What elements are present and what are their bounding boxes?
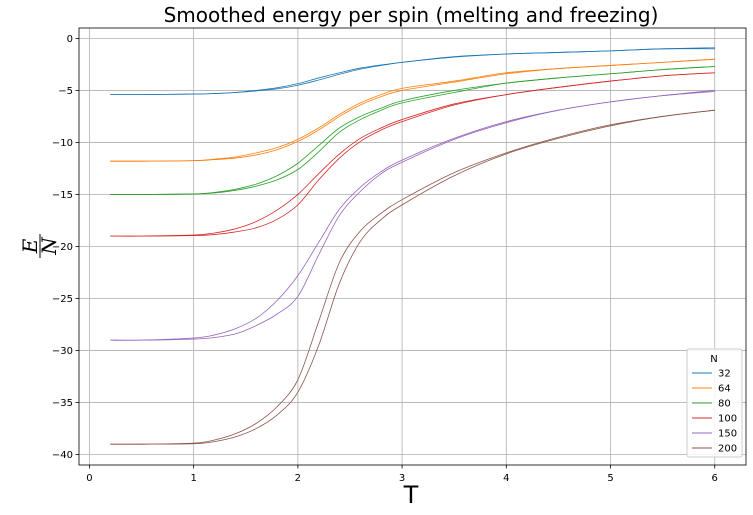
series-100-freezing-line	[110, 72, 715, 237]
legend-entry: 200	[692, 444, 737, 455]
legend-label: 150	[718, 429, 737, 440]
y-tick-label: −30	[52, 346, 73, 357]
y-tick-label: 0	[67, 34, 73, 45]
x-axis-label: T	[403, 481, 419, 509]
legend-entry: 100	[692, 414, 737, 425]
x-tick-label: 0	[86, 473, 92, 484]
y-tick-label: −40	[52, 450, 73, 461]
series-32	[110, 47, 715, 96]
x-tick-label: 2	[295, 473, 301, 484]
legend-entry: 80	[692, 399, 731, 410]
y-tick-label: −5	[58, 86, 73, 97]
x-tick-label: 4	[503, 473, 509, 484]
series-200-freezing-line	[110, 109, 715, 445]
legend-entry: 150	[692, 429, 737, 440]
y-axis-label: E N	[18, 234, 61, 258]
series-lines	[110, 47, 715, 445]
legend: N 32 64 80 100 150 200	[686, 348, 743, 458]
legend-entry: 64	[692, 384, 731, 395]
y-tick-label: −10	[52, 138, 73, 149]
series-150-freezing-line	[110, 90, 715, 341]
series-100	[110, 72, 715, 237]
y-axis-label-numerator: E	[18, 238, 42, 254]
axis-ticks: 0 1 2 3 4 5 6 0 −5 −10 −15 −20 −25 −30 −35 −40	[52, 34, 718, 484]
legend-label: 200	[718, 444, 737, 455]
legend-label: 64	[718, 384, 731, 395]
legend-title: N	[710, 354, 717, 365]
y-tick-label: −15	[52, 190, 73, 201]
series-64-freezing-line	[110, 58, 715, 162]
y-tick-label: −35	[52, 398, 73, 409]
legend-label: 32	[718, 369, 731, 380]
legend-label: 100	[718, 414, 737, 425]
y-tick-label: −20	[52, 242, 73, 253]
series-200	[110, 109, 715, 445]
legend-entry: 32	[692, 369, 731, 380]
series-200-melting-line	[110, 109, 715, 445]
x-tick-label: 6	[712, 473, 718, 484]
legend-entries: 32 64 80 100 150 200	[692, 369, 737, 455]
y-tick-label: −25	[52, 294, 73, 305]
series-64	[110, 58, 715, 162]
chart-title: Smoothed energy per spin (melting and fr…	[164, 3, 659, 27]
plot-frame	[78, 27, 747, 466]
series-80-freezing-line	[110, 66, 715, 195]
y-axis-label-denominator: N	[37, 236, 61, 256]
series-80	[110, 66, 715, 195]
x-tick-label: 5	[607, 473, 613, 484]
legend-box	[686, 348, 743, 458]
grid-lines	[79, 28, 746, 465]
x-tick-label: 1	[190, 473, 196, 484]
x-tick-label: 3	[399, 473, 405, 484]
series-150	[110, 90, 715, 341]
series-32-freezing-line	[110, 47, 715, 96]
legend-label: 80	[718, 399, 731, 410]
